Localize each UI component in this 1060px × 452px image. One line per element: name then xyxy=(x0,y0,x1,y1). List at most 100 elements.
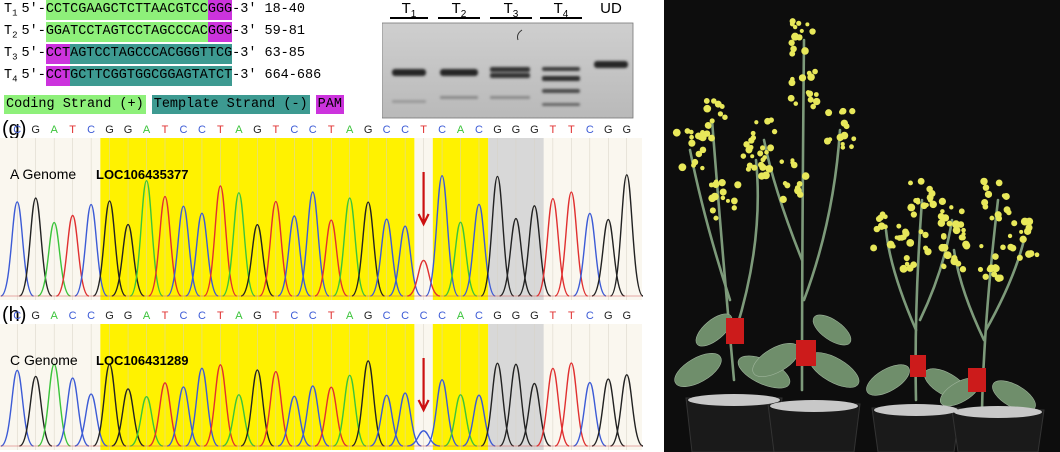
gel-band xyxy=(542,76,580,81)
base-call: C xyxy=(420,310,428,322)
trace-peak xyxy=(499,363,533,447)
trace-peak xyxy=(221,192,256,297)
strand-3-prime: -3′ xyxy=(232,68,257,83)
base-call: T xyxy=(328,310,335,322)
base-call: G xyxy=(512,310,521,322)
gel-lane-label: UD xyxy=(600,0,622,17)
trace-peak xyxy=(203,364,238,447)
trace-peak xyxy=(111,223,145,297)
trace-peak xyxy=(425,174,459,297)
trace-peak xyxy=(351,201,386,297)
trace-peak xyxy=(92,363,127,447)
gel-band xyxy=(594,61,628,68)
gel-lane-label: T1 xyxy=(401,0,417,20)
trace-peak xyxy=(407,430,440,447)
base-call: A xyxy=(346,310,354,322)
base-call: G xyxy=(622,124,631,136)
strand-5-prime: 5′- xyxy=(21,68,46,83)
base-call: T xyxy=(568,124,575,136)
legend-item: Coding Strand (+) xyxy=(4,95,146,114)
strand-3-prime: -3′ xyxy=(232,2,257,17)
base-call: A xyxy=(457,310,465,322)
base-call: T xyxy=(162,124,169,136)
gel-lane-underline xyxy=(438,17,480,19)
plant-photo xyxy=(664,0,1060,452)
sgrna-segment: AGTCCTAGCCCACGGGTTCG xyxy=(70,44,233,64)
gel-lane-underline xyxy=(390,17,428,19)
trace-peak xyxy=(314,219,349,297)
gel-lane-underline xyxy=(490,17,532,19)
base-call: C xyxy=(198,124,206,136)
genome-label: A Genome xyxy=(10,166,77,182)
base-call: G xyxy=(253,124,262,136)
base-call: T xyxy=(272,124,279,136)
base-call: T xyxy=(272,310,279,322)
trace-peak xyxy=(92,200,127,297)
base-call: C xyxy=(438,310,446,322)
base-call: C xyxy=(309,310,317,322)
gel-band xyxy=(392,69,426,76)
strand-3-prime: -3′ xyxy=(232,46,257,61)
pam-segment: GGG xyxy=(207,0,233,20)
base-call: G xyxy=(604,310,613,322)
base-call: C xyxy=(401,124,409,136)
base-call: C xyxy=(198,310,206,322)
gel-band xyxy=(490,67,530,72)
strand-5-prime: 5′- xyxy=(21,46,46,61)
base-call: A xyxy=(457,124,465,136)
base-call: C xyxy=(290,124,298,136)
target-sequence-row: T2 5′-GGATCCTAGTCCTAGCCCACGGG-3′ 59-81 xyxy=(4,22,305,42)
target-sequence-row: T4 5′-CCTGCTTCGGTGGCGGAGTATCT-3′ 664-686 xyxy=(4,66,321,86)
target-label: T3 xyxy=(4,46,18,63)
gel-panel: T1 T2 T3 T4 UD xyxy=(382,0,638,120)
target-label: T2 xyxy=(4,24,18,41)
trace-peak xyxy=(591,218,626,297)
base-call: A xyxy=(346,124,354,136)
base-call: T xyxy=(328,124,335,136)
base-call: A xyxy=(51,310,59,322)
trace-peak xyxy=(74,393,108,447)
gel-lane-label: T4 xyxy=(553,0,569,20)
cut-site-arrow xyxy=(417,172,430,227)
panel-label: (h) xyxy=(2,304,27,326)
base-call: G xyxy=(530,310,539,322)
legend-item: Template Strand (-) xyxy=(151,95,310,114)
strand-3-prime: -3′ xyxy=(232,24,257,39)
base-call: G xyxy=(124,124,133,136)
target-label: T1 xyxy=(4,2,18,19)
trace-peak xyxy=(388,392,422,447)
base-call: G xyxy=(253,310,262,322)
trace-peak xyxy=(240,223,274,297)
cut-site-arrow xyxy=(417,358,430,413)
base-call: T xyxy=(420,124,427,136)
base-call: G xyxy=(105,310,114,322)
base-call: C xyxy=(475,124,483,136)
base-call: A xyxy=(143,124,151,136)
base-call: T xyxy=(568,310,575,322)
strand-5-prime: 5′- xyxy=(21,2,46,17)
trace-peak xyxy=(129,395,164,447)
trace-peak xyxy=(18,197,53,297)
gel-band xyxy=(542,103,580,106)
base-call: A xyxy=(51,124,59,136)
base-call: G xyxy=(512,124,521,136)
trace-peak xyxy=(554,191,589,297)
base-call: C xyxy=(475,310,483,322)
gel-band xyxy=(490,73,530,78)
trace-peak xyxy=(277,215,312,297)
target-label: T4 xyxy=(4,68,18,85)
base-call: C xyxy=(87,124,95,136)
base-call: G xyxy=(124,310,133,322)
base-call: C xyxy=(438,124,446,136)
base-call: A xyxy=(143,310,151,322)
plant-photo-illustration xyxy=(664,0,1060,452)
locus-label: LOC106435377 xyxy=(96,167,189,182)
gel-band xyxy=(542,89,580,93)
gel-band xyxy=(542,67,580,71)
gel-lane-label: T2 xyxy=(451,0,467,20)
trace-peak xyxy=(166,386,201,447)
trace-peak xyxy=(517,382,552,447)
base-call: T xyxy=(550,310,557,322)
